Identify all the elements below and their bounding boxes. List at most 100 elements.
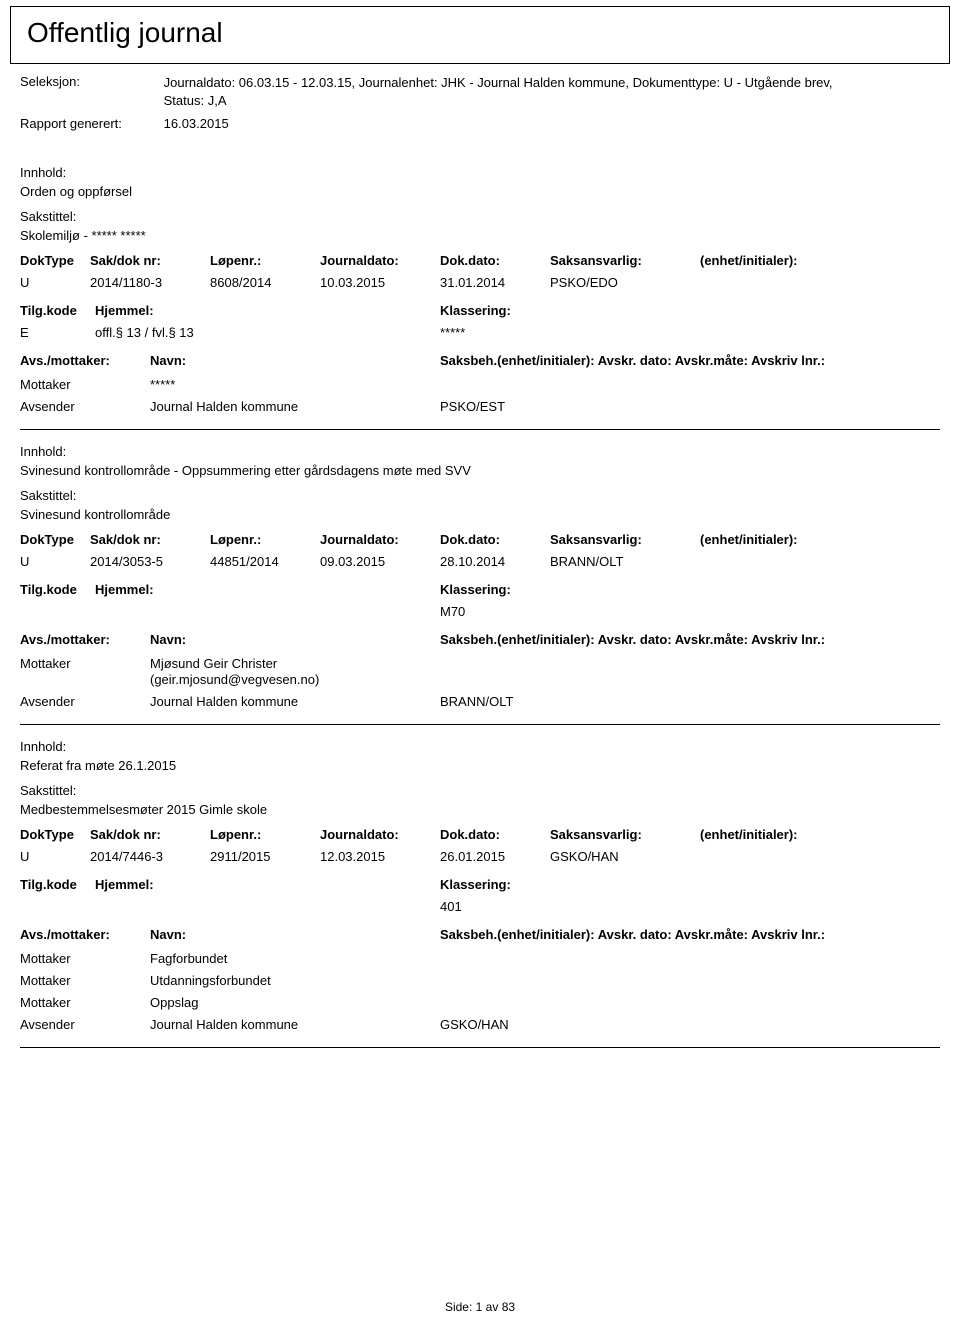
side-label: Side: [445, 1300, 472, 1314]
mottaker-label: Mottaker [20, 973, 71, 988]
journaldato-value: 10.03.2015 [320, 275, 385, 290]
avsmottaker-header: Avs./mottaker: [20, 353, 110, 368]
dokdato-header: Dok.dato: [440, 827, 500, 842]
saksbeh-header: Saksbeh.(enhet/initialer): Avskr. dato: … [440, 632, 825, 647]
enhet-header: (enhet/initialer): [700, 827, 798, 842]
dokdato-value: 31.01.2014 [440, 275, 505, 290]
mottaker-label: Mottaker [20, 377, 71, 392]
lopenr-value: 44851/2014 [210, 554, 279, 569]
mottaker-label: Mottaker [20, 995, 71, 1010]
dok-data-row: U2014/7446-32911/201512.03.201526.01.201… [20, 849, 940, 867]
saksbeh-header: Saksbeh.(enhet/initialer): Avskr. dato: … [440, 927, 825, 942]
dokdato-value: 26.01.2015 [440, 849, 505, 864]
tilgkode-header: Tilg.kode [20, 877, 77, 892]
avsmottaker-header: Avs./mottaker: [20, 927, 110, 942]
journaldato-header: Journaldato: [320, 253, 399, 268]
page-total: 83 [502, 1300, 515, 1314]
doktype-header: DokType [20, 827, 74, 842]
hjemmel-value: offl.§ 13 / fvl.§ 13 [95, 325, 194, 340]
tilg-header-row: Tilg.kodeHjemmel:Klassering: [20, 303, 940, 321]
selection-row: Seleksjon: Journaldato: 06.03.15 - 12.03… [20, 74, 940, 110]
mottaker-row: Mottaker Utdanningsforbundet [20, 973, 940, 991]
mottaker-label: Mottaker [20, 656, 71, 671]
sakstittel-text: Medbestemmelsesmøter 2015 Gimle skole [20, 802, 940, 817]
journaldato-header: Journaldato: [320, 827, 399, 842]
hjemmel-header: Hjemmel: [95, 582, 154, 597]
tilg-header-row: Tilg.kodeHjemmel:Klassering: [20, 582, 940, 600]
dok-header-row: DokType Sak/dok nr: Løpenr.: Journaldato: Do… [20, 253, 940, 271]
saksansvarlig-header: Saksansvarlig: [550, 827, 642, 842]
avsender-code: PSKO/EST [440, 399, 505, 414]
avsender-code: GSKO/HAN [440, 1017, 509, 1032]
rapport-row: Rapport generert: 16.03.2015 [20, 116, 940, 131]
page-title: Offentlig journal [27, 17, 933, 49]
lopenr-header: Løpenr.: [210, 253, 261, 268]
header-box: Offentlig journal [10, 6, 950, 64]
avsender-code: BRANN/OLT [440, 694, 513, 709]
mottaker-row: Mottaker Mjøsund Geir Christer (geir.mjos… [20, 656, 940, 690]
mottaker-row: Mottaker ***** [20, 377, 940, 395]
doktype-header: DokType [20, 532, 74, 547]
dokdato-value: 28.10.2014 [440, 554, 505, 569]
seleksjon-label: Seleksjon: [20, 74, 160, 89]
lopenr-header: Løpenr.: [210, 532, 261, 547]
lopenr-value: 2911/2015 [210, 849, 271, 864]
klassering-value: M70 [440, 604, 465, 619]
saksansvarlig-header: Saksansvarlig: [550, 532, 642, 547]
journal-entry: Innhold:Referat fra møte 26.1.2015Saksti… [20, 725, 940, 1035]
innhold-label: Innhold: [20, 739, 940, 754]
journal-entry: Innhold:Svinesund kontrollområde - Oppsu… [20, 430, 940, 712]
klassering-value: ***** [440, 325, 465, 340]
tilgkode-value: E [20, 325, 29, 340]
avsender-label: Avsender [20, 399, 75, 414]
avsender-name: Journal Halden kommune [150, 694, 298, 709]
lopenr-value: 8608/2014 [210, 275, 271, 290]
page-sep: av [486, 1300, 499, 1314]
tilg-header-row: Tilg.kodeHjemmel:Klassering: [20, 877, 940, 895]
saksbeh-header: Saksbeh.(enhet/initialer): Avskr. dato: … [440, 353, 825, 368]
saksansvarlig-header: Saksansvarlig: [550, 253, 642, 268]
rapport-label: Rapport generert: [20, 116, 160, 131]
sakdok-header: Sak/dok nr: [90, 827, 161, 842]
avsmottaker-header: Avs./mottaker: [20, 632, 110, 647]
sakstittel-text: Svinesund kontrollområde [20, 507, 940, 522]
saksansvarlig-value: PSKO/EDO [550, 275, 618, 290]
mottaker-label: Mottaker [20, 951, 71, 966]
saksansvarlig-value: BRANN/OLT [550, 554, 623, 569]
lopenr-header: Løpenr.: [210, 827, 261, 842]
sakstittel-text: Skolemiljø - ***** ***** [20, 228, 940, 243]
avsender-row: AvsenderJournal Halden kommunePSKO/EST [20, 399, 940, 417]
mottaker-name: Mjøsund Geir Christer (geir.mjosund@vegv… [150, 656, 430, 688]
dokdato-header: Dok.dato: [440, 532, 500, 547]
mottaker-name: Utdanningsforbundet [150, 973, 430, 988]
entry-divider [20, 1047, 940, 1048]
rapport-value: 16.03.2015 [164, 116, 229, 131]
sakdok-value: 2014/3053-5 [90, 554, 163, 569]
tilg-data-row: 401 [20, 899, 940, 917]
mottaker-name: ***** [150, 377, 430, 392]
sakdok-header: Sak/dok nr: [90, 253, 161, 268]
innhold-text: Svinesund kontrollområde - Oppsummering … [20, 463, 940, 478]
dokdato-header: Dok.dato: [440, 253, 500, 268]
enhet-header: (enhet/initialer): [700, 253, 798, 268]
sakstittel-label: Sakstittel: [20, 488, 940, 503]
sakdok-header: Sak/dok nr: [90, 532, 161, 547]
navn-header: Navn: [150, 632, 186, 647]
saksansvarlig-value: GSKO/HAN [550, 849, 619, 864]
dok-data-row: U2014/3053-544851/201409.03.201528.10.20… [20, 554, 940, 572]
doktype-header: DokType [20, 253, 74, 268]
avsmottaker-header-row: Avs./mottaker: Navn: Saksbeh.(enhet/initia… [20, 927, 940, 945]
avsmottaker-header-row: Avs./mottaker:Navn:Saksbeh.(enhet/initia… [20, 353, 940, 371]
tilgkode-header: Tilg.kode [20, 303, 77, 318]
tilg-data-row: M70 [20, 604, 940, 622]
doktype-value: U [20, 849, 29, 864]
tilgkode-header: Tilg.kode [20, 582, 77, 597]
mottaker-name: Fagforbundet [150, 951, 430, 966]
klassering-header: Klassering: [440, 303, 511, 318]
avsender-row: AvsenderJournal Halden kommuneGSKO/HAN [20, 1017, 940, 1035]
sakdok-value: 2014/7446-3 [90, 849, 163, 864]
seleksjon-value: Journaldato: 06.03.15 - 12.03.15, Journa… [164, 74, 864, 110]
dok-header-row: DokType Sak/dok nr: Løpenr.: Journaldato: Do… [20, 827, 940, 845]
page-footer: Side: 1 av 83 [0, 1300, 960, 1314]
navn-header: Navn: [150, 927, 186, 942]
